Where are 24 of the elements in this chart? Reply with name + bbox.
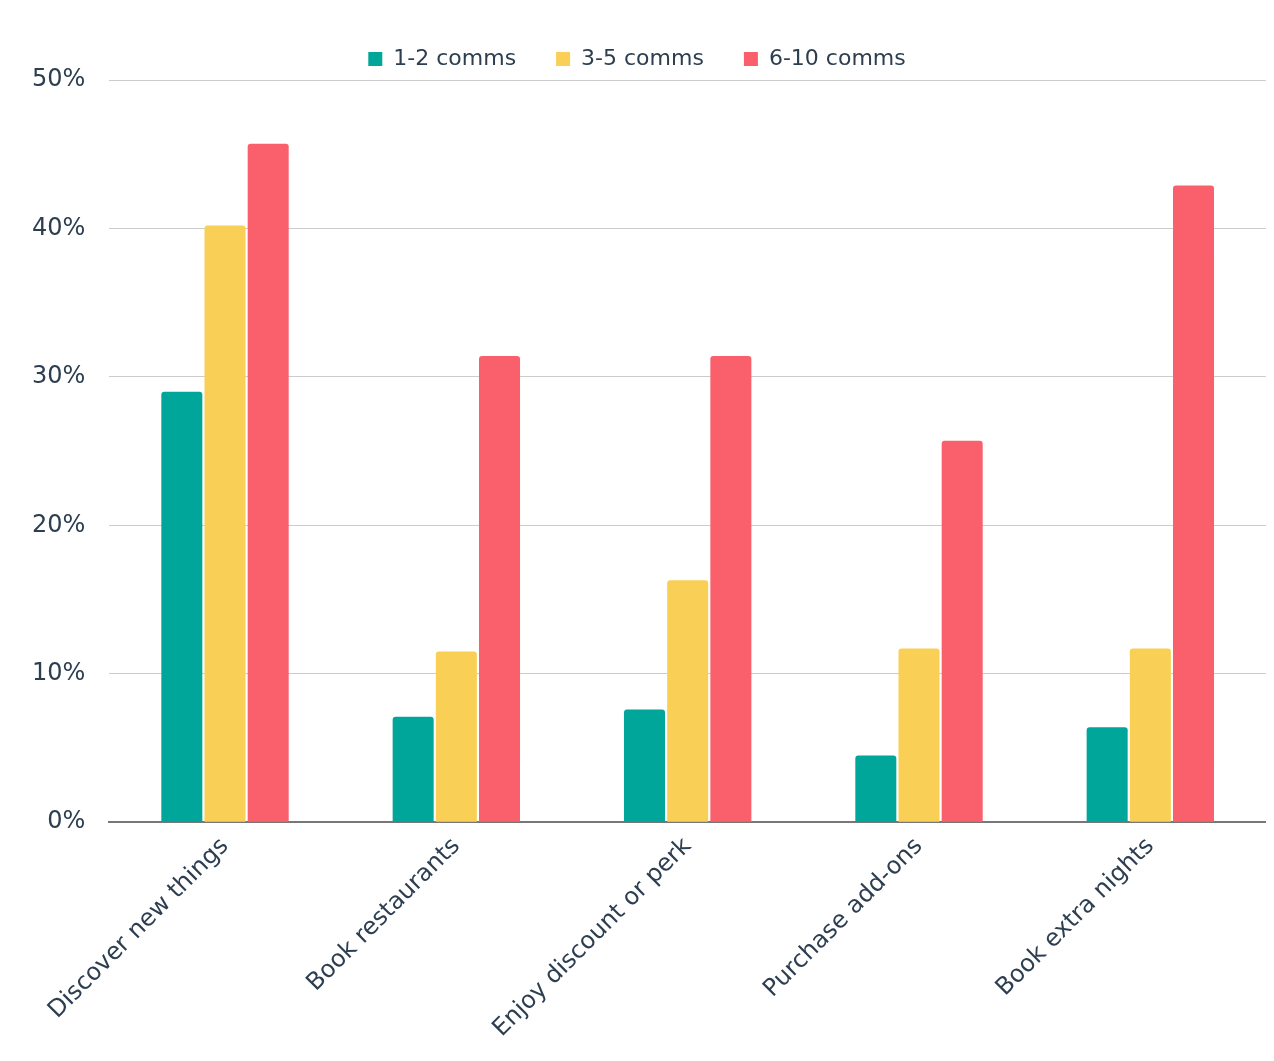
bar bbox=[204, 225, 246, 822]
bar bbox=[392, 716, 434, 822]
bar bbox=[1129, 648, 1171, 822]
bar bbox=[435, 651, 477, 822]
y-tick-label: 0% bbox=[47, 806, 86, 835]
bar bbox=[623, 709, 665, 822]
bar bbox=[898, 648, 940, 822]
bar bbox=[1173, 185, 1215, 822]
bar bbox=[855, 755, 897, 822]
bar bbox=[941, 440, 983, 822]
y-tick-label: 20% bbox=[32, 509, 86, 538]
legend-label: 1-2 comms bbox=[393, 44, 517, 70]
bar bbox=[1086, 727, 1128, 822]
bar bbox=[479, 356, 521, 822]
y-tick-label: 50% bbox=[32, 64, 86, 93]
bar bbox=[161, 391, 203, 822]
legend-label: 6-10 comms bbox=[768, 44, 906, 70]
bar bbox=[710, 356, 752, 822]
legend-label: 3-5 comms bbox=[581, 44, 704, 70]
bar bbox=[247, 143, 289, 822]
y-tick-label: 40% bbox=[32, 212, 86, 241]
y-tick-label: 30% bbox=[32, 361, 86, 390]
y-tick-label: 10% bbox=[32, 658, 86, 687]
bar bbox=[667, 580, 709, 822]
